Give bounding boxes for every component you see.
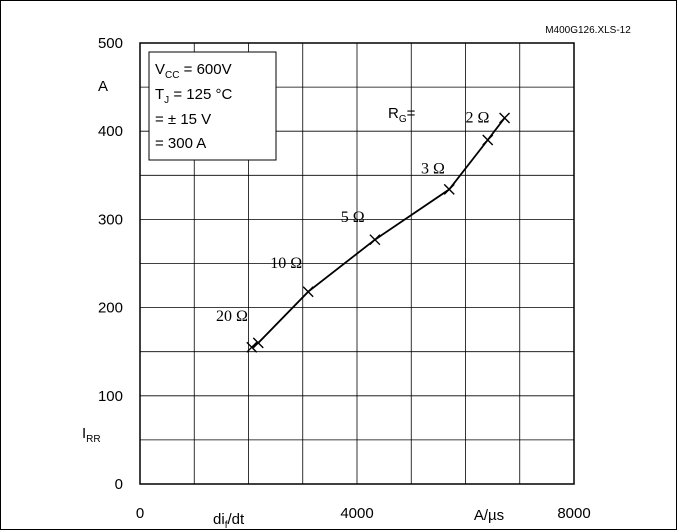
rg-point-label: 20 Ω bbox=[216, 308, 248, 325]
y-label-main: I bbox=[82, 425, 86, 442]
rg-point-label: 3 Ω bbox=[421, 161, 445, 178]
tj-tail: = 125 °C bbox=[169, 86, 232, 103]
conditions-border bbox=[148, 51, 277, 161]
x-tick-label: 8000 bbox=[557, 505, 590, 522]
tj-main: T bbox=[155, 86, 164, 103]
data-point-marker bbox=[369, 234, 381, 246]
x-unit: A/µs bbox=[474, 507, 504, 524]
conditions-box: VCC = 600V TJ = 125 °C = ± 15 V = 300 A bbox=[148, 51, 277, 161]
y-tick-label: 400 bbox=[98, 123, 123, 140]
y-tick-label: 300 bbox=[98, 211, 123, 228]
y-unit: A bbox=[98, 78, 108, 95]
rg-main: R bbox=[388, 105, 399, 122]
tj-sub: J bbox=[164, 95, 169, 106]
y-axis-label: IRR bbox=[82, 425, 101, 445]
data-point-marker bbox=[482, 134, 494, 146]
condition-vcc: VCC = 600V bbox=[155, 61, 232, 81]
data-point-marker bbox=[443, 183, 455, 195]
y-tick-label: 0 bbox=[115, 476, 123, 493]
rg-tail: = bbox=[407, 105, 416, 122]
x-label-sub: f bbox=[225, 520, 228, 531]
point-labels: 20 Ω 10 Ω 5 Ω 3 Ω 2 Ω bbox=[216, 109, 490, 324]
vcc-main: V bbox=[155, 61, 165, 78]
rg-sub: G bbox=[399, 114, 407, 125]
series-line bbox=[251, 117, 506, 349]
y-tick-label: 100 bbox=[98, 388, 123, 405]
x-tick-label: 0 bbox=[136, 505, 144, 522]
data-series bbox=[246, 112, 511, 353]
x-axis-label: dif/dt bbox=[213, 511, 245, 531]
x-tick-label: 4000 bbox=[340, 505, 373, 522]
rg-label: RG= bbox=[388, 105, 416, 125]
data-point-marker bbox=[246, 341, 258, 353]
rg-point-label: 10 Ω bbox=[270, 255, 302, 272]
rg-point-label: 5 Ω bbox=[341, 209, 365, 226]
figure-id: M400G126.XLS-12 bbox=[545, 25, 631, 36]
condition-line-4: = 300 A bbox=[155, 135, 206, 152]
y-label-sub: RR bbox=[86, 434, 100, 445]
data-point-marker bbox=[499, 112, 511, 124]
y-tick-label: 500 bbox=[98, 35, 123, 52]
x-label-tail: /dt bbox=[227, 511, 245, 528]
data-point-marker bbox=[252, 337, 264, 349]
condition-line-3: = ± 15 V bbox=[155, 111, 211, 128]
condition-tj: TJ = 125 °C bbox=[155, 86, 232, 106]
vcc-sub: CC bbox=[165, 70, 179, 81]
x-label-main: di bbox=[213, 511, 225, 528]
y-tick-label: 200 bbox=[98, 300, 123, 317]
vcc-tail: = 600V bbox=[179, 61, 231, 78]
plot-area bbox=[139, 42, 575, 485]
rg-point-label: 2 Ω bbox=[466, 109, 490, 126]
data-point-marker bbox=[302, 286, 314, 298]
tick-labels: 0 100 200 300 400 500 0 4000 8000 bbox=[98, 35, 591, 522]
